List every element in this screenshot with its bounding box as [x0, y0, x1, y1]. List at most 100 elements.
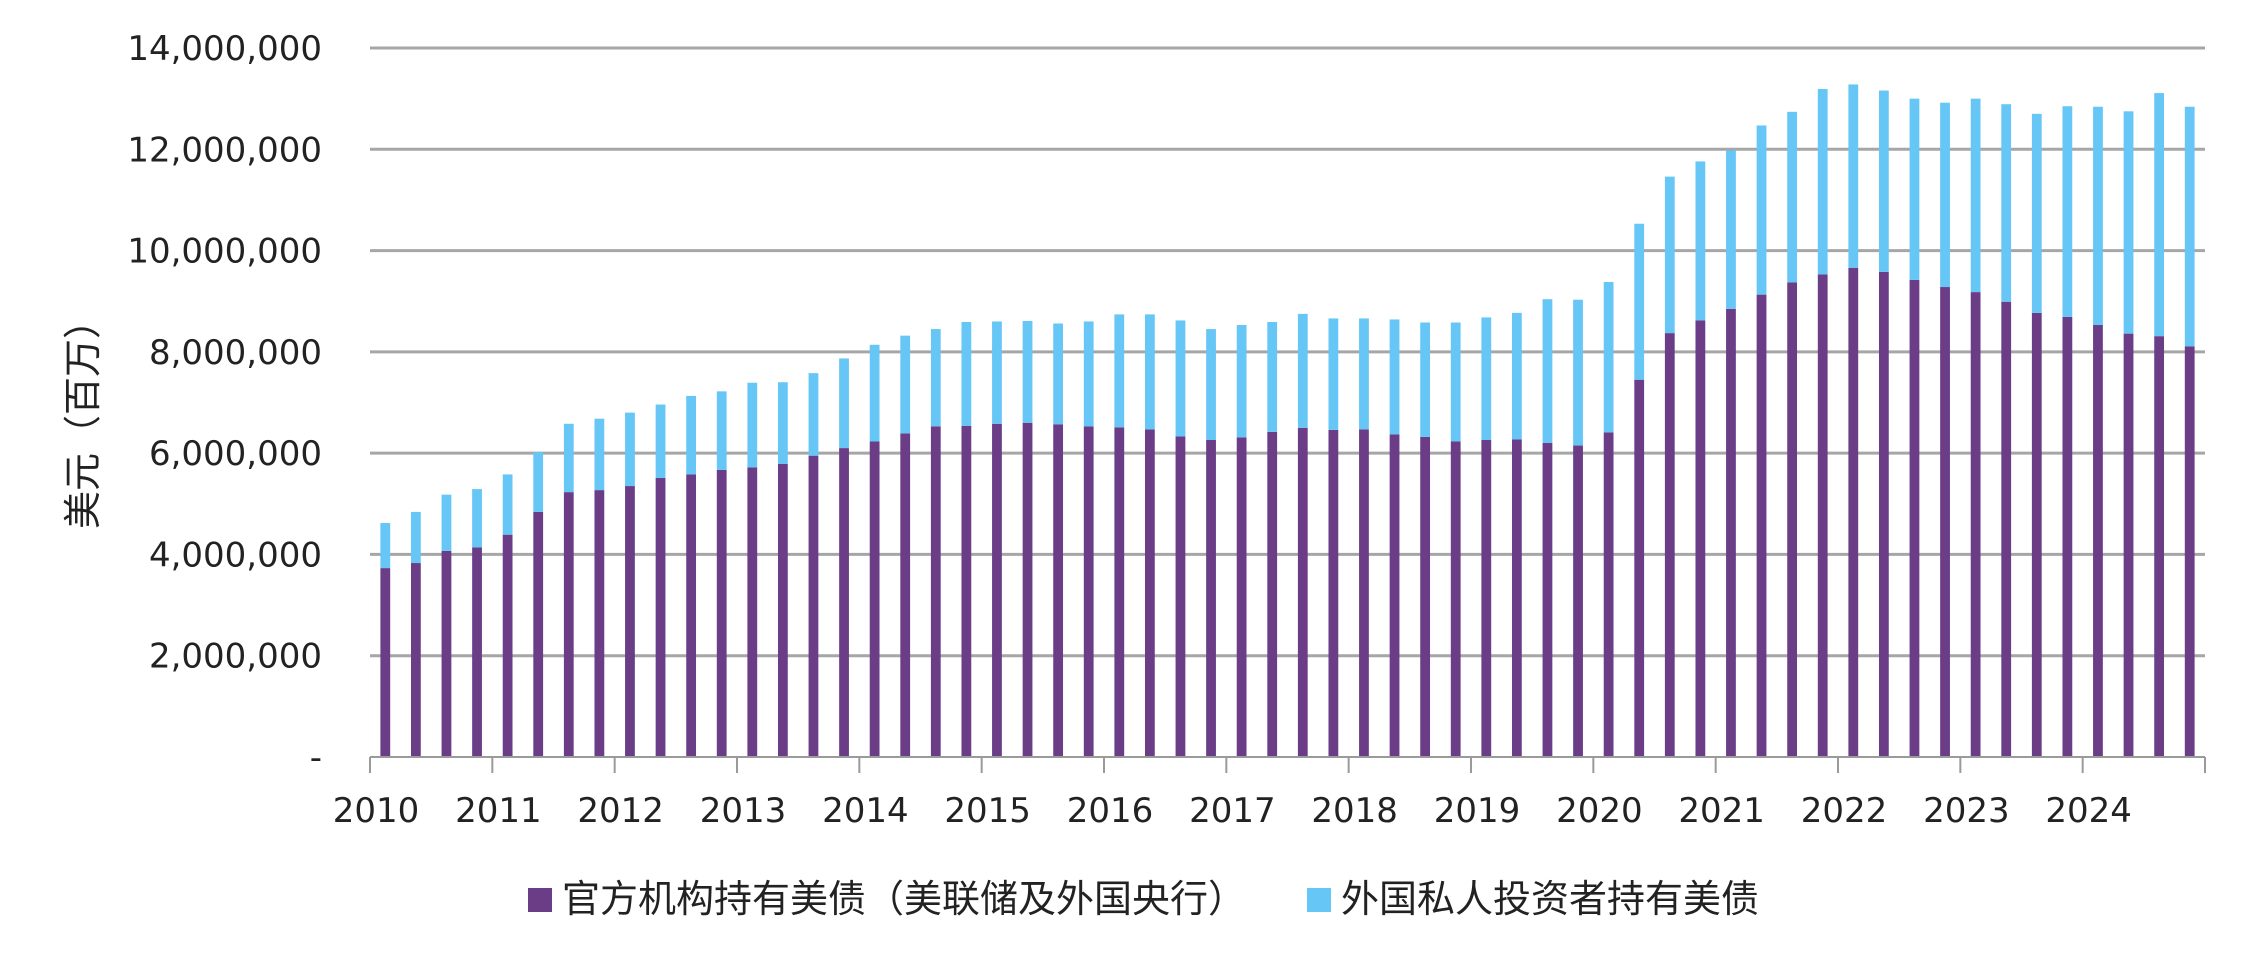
- x-tick-label: 2020: [1556, 791, 1643, 831]
- bar-official-holdings: [1328, 429, 1339, 757]
- x-tick-label: 2011: [455, 791, 542, 831]
- bar-private-holdings: [1664, 176, 1675, 334]
- bar-private-holdings: [1022, 320, 1033, 423]
- bar-official-holdings: [1909, 279, 1920, 757]
- bar-official-holdings: [1114, 427, 1125, 757]
- bar-official-holdings: [777, 463, 788, 757]
- bar-private-holdings: [2031, 113, 2042, 313]
- y-tick-label: 4,000,000: [149, 535, 322, 575]
- x-tick-label: 2017: [1189, 791, 1276, 831]
- bar-private-holdings: [716, 391, 727, 470]
- x-tick-label: 2016: [1067, 791, 1154, 831]
- bar-private-holdings: [2184, 106, 2195, 347]
- bar-private-holdings: [1756, 125, 1767, 295]
- bar-official-holdings: [441, 550, 452, 757]
- bar-private-holdings: [1695, 161, 1706, 321]
- x-tick-label: 2012: [577, 791, 664, 831]
- bar-official-holdings: [594, 490, 605, 757]
- bar-private-holdings: [563, 423, 574, 493]
- bar-official-holdings: [2001, 301, 2012, 757]
- bar-official-holdings: [410, 563, 421, 757]
- bar-official-holdings: [1756, 294, 1767, 757]
- x-tick-label: 2015: [944, 791, 1031, 831]
- bar-private-holdings: [1236, 325, 1247, 438]
- bar-official-holdings: [1053, 424, 1064, 757]
- bar-official-holdings: [563, 492, 574, 757]
- bar-private-holdings: [472, 489, 482, 548]
- x-tick-label: 2010: [333, 791, 420, 831]
- bar-official-holdings: [1389, 434, 1400, 757]
- bar-official-holdings: [1970, 292, 1981, 757]
- x-tick-label: 2024: [2045, 791, 2132, 831]
- bar-private-holdings: [1328, 318, 1339, 430]
- bar-private-holdings: [1267, 321, 1278, 432]
- y-tick-label: 12,000,000: [127, 130, 322, 170]
- bar-private-holdings: [380, 523, 391, 569]
- x-tick-label: 2019: [1434, 791, 1521, 831]
- bar-private-holdings: [1206, 329, 1216, 440]
- bar-official-holdings: [1267, 431, 1278, 757]
- bar-official-holdings: [839, 448, 849, 757]
- bar-private-holdings: [1175, 320, 1186, 437]
- bar-official-holdings: [1726, 308, 1736, 757]
- bar-private-holdings: [992, 321, 1002, 424]
- bar-private-holdings: [1359, 318, 1369, 430]
- bar-official-holdings: [2123, 333, 2134, 757]
- x-tick-label: 2022: [1801, 791, 1888, 831]
- bar-official-holdings: [472, 547, 482, 757]
- bar-official-holdings: [1817, 274, 1828, 757]
- y-axis-title: 美元（百万）: [61, 301, 105, 529]
- bar-private-holdings: [1940, 102, 1950, 288]
- bar-official-holdings: [1695, 320, 1706, 757]
- bar-official-holdings: [808, 455, 819, 757]
- bar-official-holdings: [686, 474, 697, 757]
- bar-official-holdings: [1878, 271, 1889, 757]
- bar-private-holdings: [1053, 323, 1064, 425]
- bar-official-holdings: [502, 534, 513, 757]
- bar-private-holdings: [2123, 111, 2134, 334]
- bar-private-holdings: [686, 395, 697, 475]
- legend-label: 外国私人投资者持有美债: [1341, 877, 1759, 921]
- bar-private-holdings: [2001, 104, 2012, 302]
- bar-official-holdings: [655, 477, 666, 757]
- bar-private-holdings: [1573, 299, 1583, 446]
- bar-private-holdings: [1450, 322, 1461, 442]
- bar-private-holdings: [1878, 90, 1889, 272]
- bar-private-holdings: [1511, 312, 1522, 440]
- y-tick-label: 2,000,000: [149, 637, 322, 677]
- bar-private-holdings: [1603, 281, 1614, 433]
- bar-official-holdings: [2062, 316, 2073, 757]
- bar-official-holdings: [2184, 346, 2195, 757]
- bar-private-holdings: [1481, 317, 1492, 440]
- x-tick-label: 2014: [822, 791, 909, 831]
- bar-official-holdings: [2093, 325, 2103, 757]
- bar-official-holdings: [1573, 445, 1583, 757]
- bar-private-holdings: [2062, 106, 2073, 317]
- bar-private-holdings: [533, 452, 544, 512]
- legend-swatch: [1307, 888, 1331, 912]
- bar-private-holdings: [2093, 106, 2103, 326]
- bar-official-holdings: [1511, 439, 1522, 757]
- bar-private-holdings: [1817, 89, 1828, 275]
- bar-private-holdings: [1970, 98, 1981, 293]
- bar-official-holdings: [1083, 426, 1094, 757]
- bar-private-holdings: [900, 335, 911, 434]
- bar-official-holdings: [1144, 429, 1155, 757]
- bar-official-holdings: [2031, 312, 2042, 757]
- bar-private-holdings: [839, 358, 849, 449]
- bar-private-holdings: [625, 412, 635, 487]
- x-tick-label: 2013: [700, 791, 787, 831]
- bar-official-holdings: [1664, 333, 1675, 757]
- legend: 官方机构持有美债（美联储及外国央行） 外国私人投资者持有美债: [528, 877, 1759, 921]
- y-tick-label: 6,000,000: [149, 434, 322, 474]
- bar-official-holdings: [930, 426, 941, 757]
- bar-official-holdings: [2154, 336, 2165, 757]
- bar-private-holdings: [1083, 321, 1094, 427]
- bar-private-holdings: [1389, 319, 1400, 435]
- bar-official-holdings: [625, 486, 635, 757]
- y-tick-label: 8,000,000: [149, 333, 322, 373]
- bar-private-holdings: [1542, 299, 1553, 444]
- bar-private-holdings: [961, 321, 972, 426]
- bar-official-holdings: [1175, 436, 1186, 757]
